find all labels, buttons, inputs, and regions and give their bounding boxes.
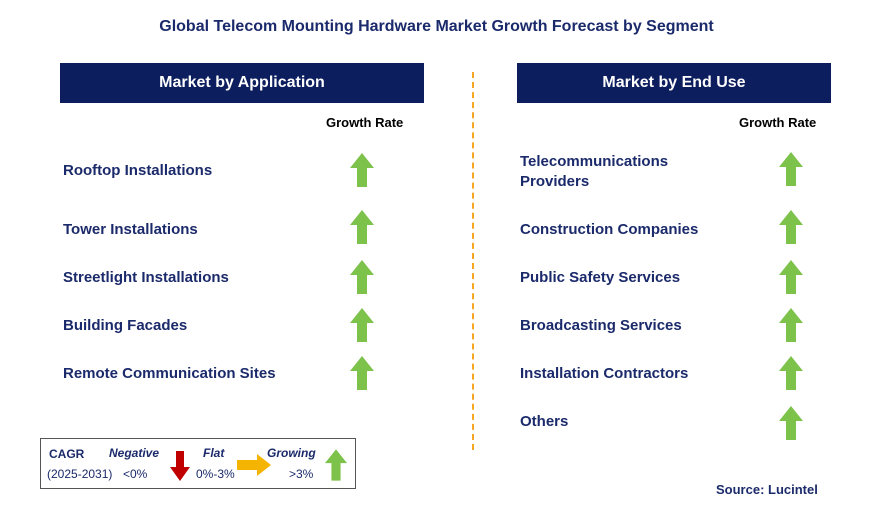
cagr-legend: CAGR (2025-2031) Negative <0% Flat 0%-3%… xyxy=(40,438,356,489)
green-up-arrow-icon xyxy=(779,260,803,294)
end-use-item-label: Broadcasting Services xyxy=(520,317,682,334)
legend-growing-label: Growing xyxy=(267,446,316,460)
green-up-arrow-icon xyxy=(350,210,374,244)
end-use-item-label: Public Safety Services xyxy=(520,269,681,286)
legend-negative-range: <0% xyxy=(123,467,148,481)
legend-growing-range: >3% xyxy=(289,467,314,481)
application-growth-rate-label: Growth Rate xyxy=(326,115,404,130)
end-use-item-label: Installation Contractors xyxy=(520,365,689,382)
green-up-arrow-icon xyxy=(779,356,803,390)
end-use-item-label: Others xyxy=(520,413,569,430)
end-use-item-label: Telecommunications Providers xyxy=(520,152,668,192)
legend-negative-label: Negative xyxy=(109,446,160,460)
page-title: Global Telecom Mounting Hardware Market … xyxy=(159,18,714,35)
application-item-label: Remote Communication Sites xyxy=(63,365,276,382)
source-label: Source: Lucintel xyxy=(716,482,818,497)
application-item-label: Tower Installations xyxy=(63,221,198,238)
orange-right-arrow-icon xyxy=(237,454,271,476)
legend-period-label: (2025-2031) xyxy=(47,467,113,481)
end-use-item-label-line2: Providers xyxy=(520,173,590,190)
green-up-arrow-icon xyxy=(350,308,374,342)
end-use-growth-rate-label: Growth Rate xyxy=(739,115,817,130)
end-use-item-label-line1: Telecommunications xyxy=(520,153,669,170)
green-up-arrow-icon xyxy=(325,449,347,481)
application-item-label: Streetlight Installations xyxy=(63,269,229,286)
legend-flat-range: 0%-3% xyxy=(196,467,235,481)
green-up-arrow-icon xyxy=(350,260,374,294)
green-up-arrow-icon xyxy=(779,152,803,186)
green-up-arrow-icon xyxy=(779,406,803,440)
end-use-item-label: Construction Companies xyxy=(520,221,699,238)
red-down-arrow-icon xyxy=(170,451,190,481)
green-up-arrow-icon xyxy=(350,153,374,187)
application-item-label: Building Facades xyxy=(63,317,188,334)
legend-cagr-label: CAGR xyxy=(49,447,85,461)
green-up-arrow-icon xyxy=(779,210,803,244)
dashed-divider xyxy=(472,72,474,450)
application-item-label: Rooftop Installations xyxy=(63,162,213,179)
green-up-arrow-icon xyxy=(779,308,803,342)
application-header: Market by Application xyxy=(60,63,424,103)
end-use-header: Market by End Use xyxy=(517,63,831,103)
legend-flat-label: Flat xyxy=(203,446,225,460)
green-up-arrow-icon xyxy=(350,356,374,390)
